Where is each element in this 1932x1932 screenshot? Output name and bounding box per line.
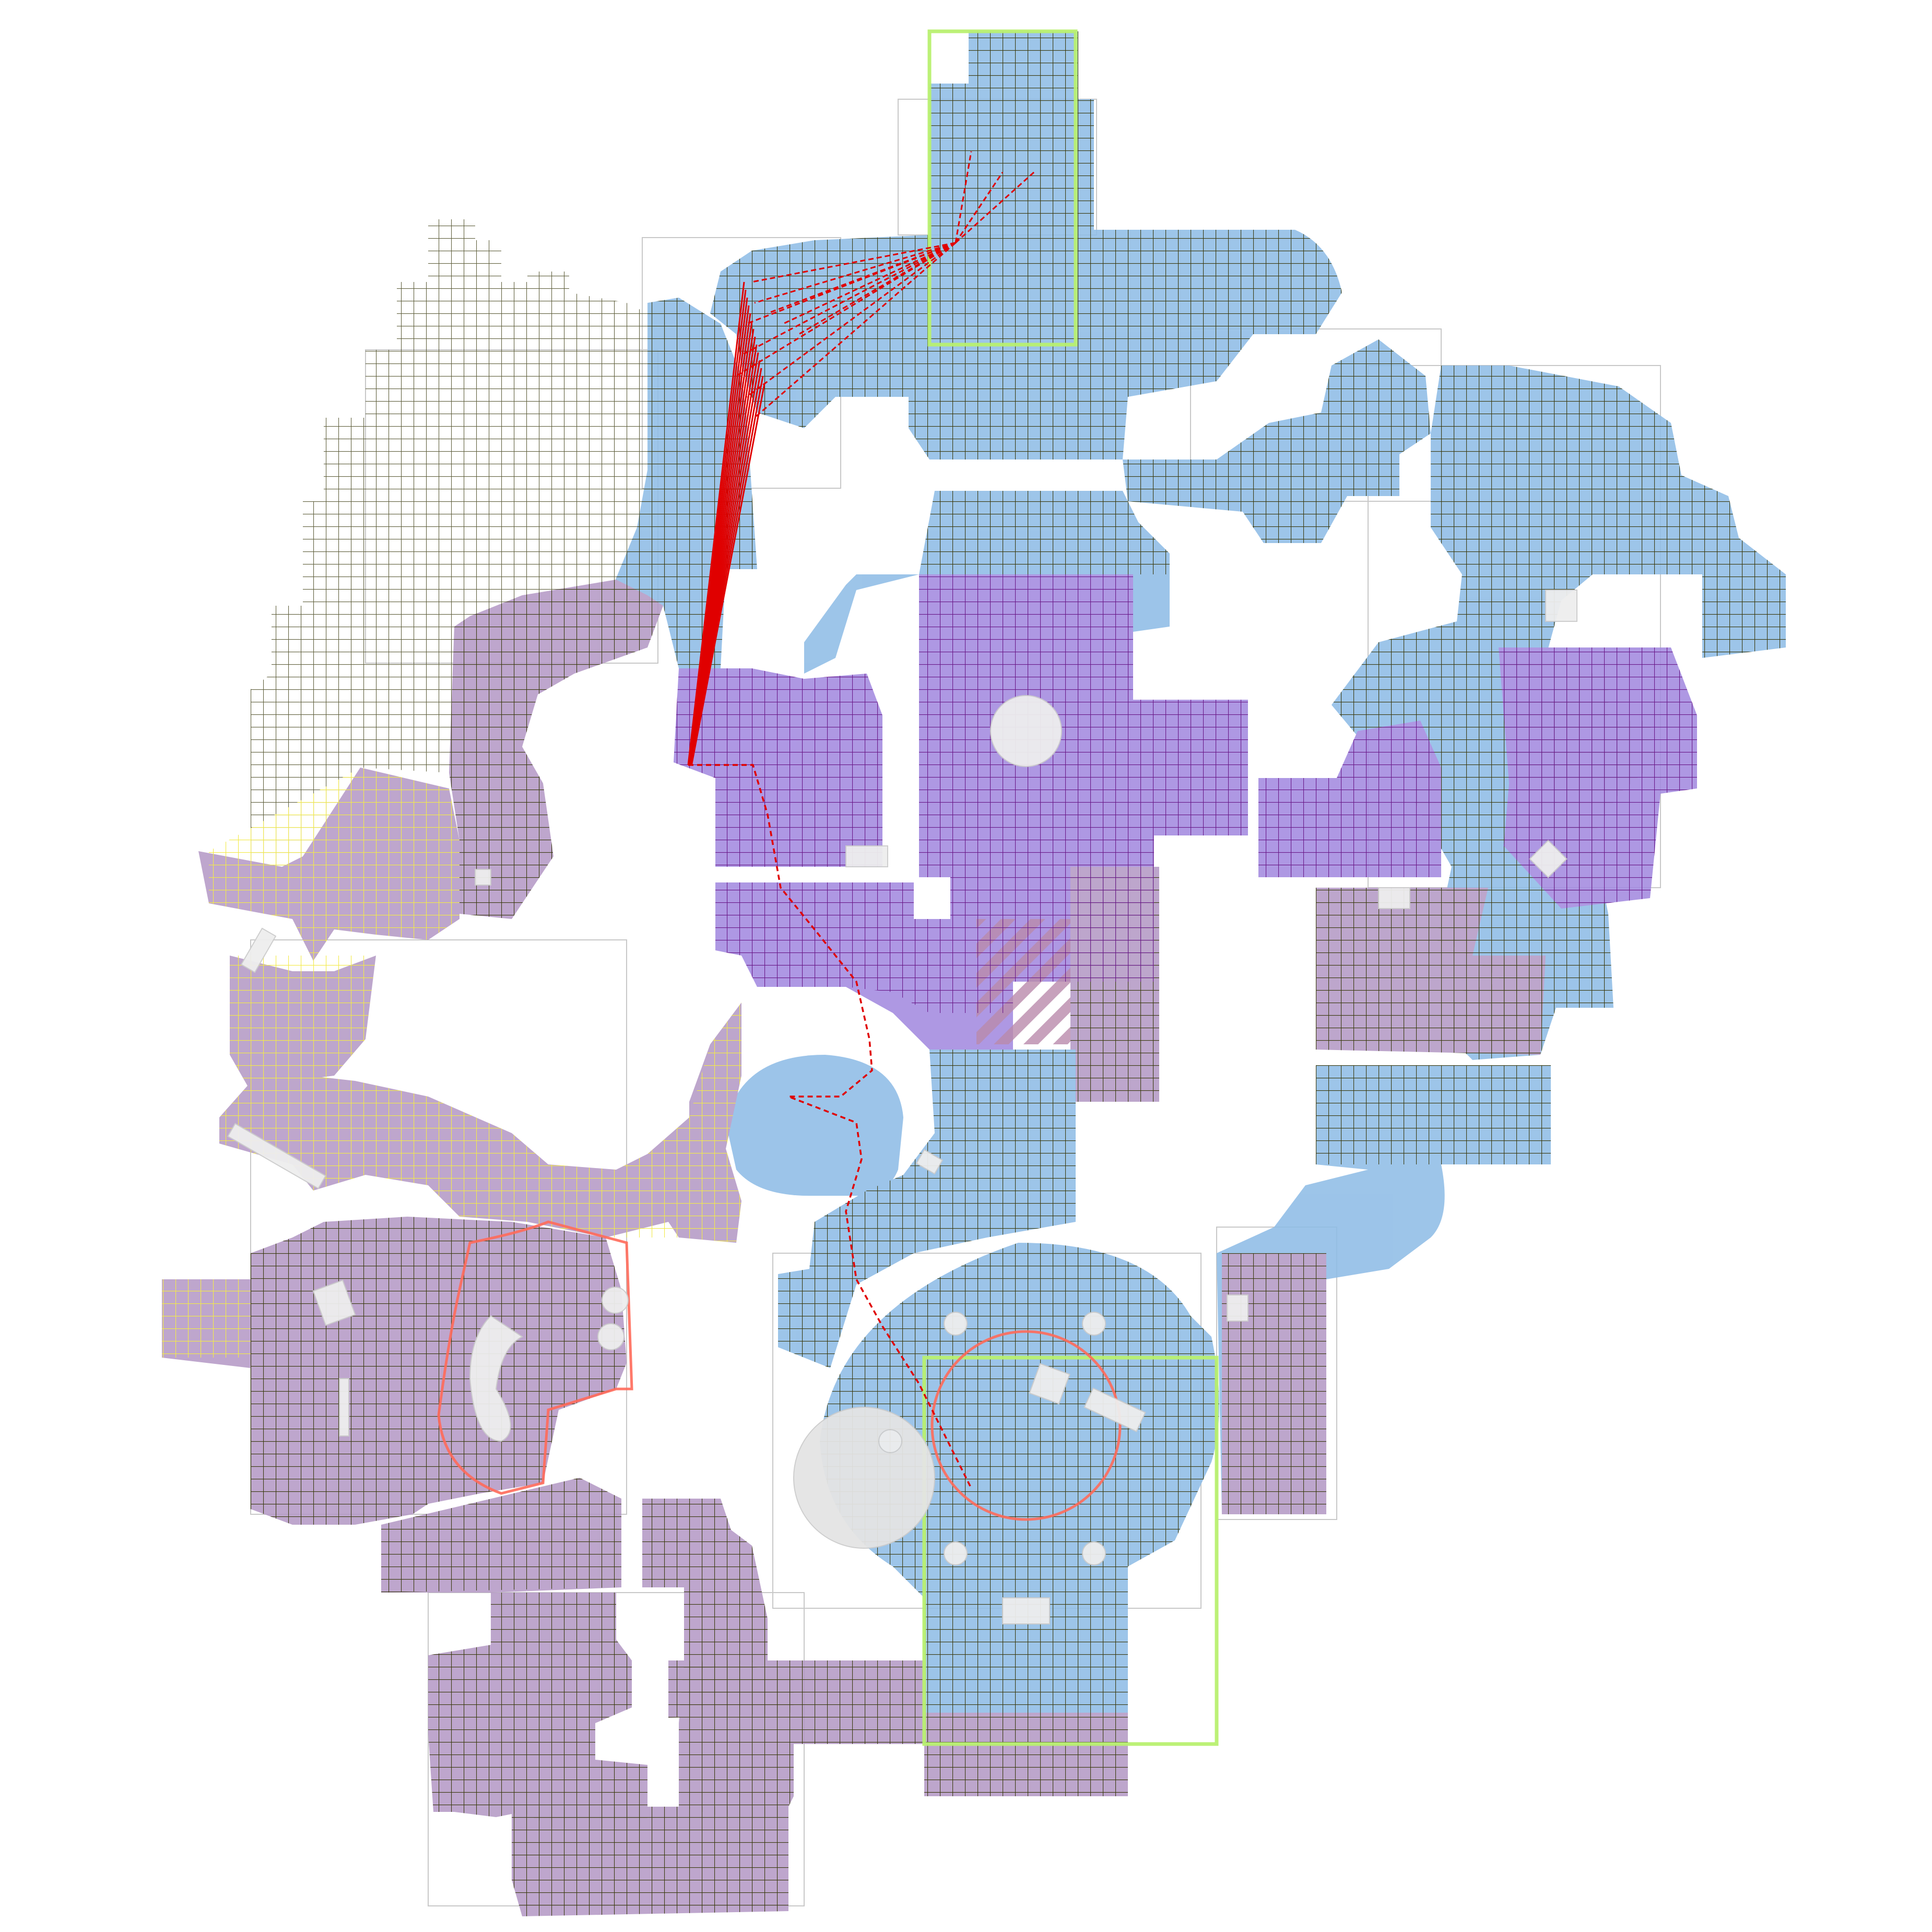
north-spawn-zone: [927, 29, 1078, 347]
path-fan-line: [955, 187, 993, 243]
pillar-icon: [990, 695, 1062, 767]
path-fan-line: [955, 151, 972, 243]
path-fan-line: [754, 242, 956, 419]
spawn-zones: [922, 29, 1219, 1746]
navmesh-grid: [162, 31, 1786, 1916]
path-fan-line: [741, 242, 956, 356]
crate-icon: [1002, 1597, 1050, 1624]
obstacles: [227, 590, 1577, 1624]
path-bundle-line: [691, 383, 765, 765]
path-traces: [687, 151, 1035, 1489]
path-trace-icon: [688, 764, 972, 1489]
curved-room: [726, 1055, 903, 1196]
bombsite-a-icon: [437, 1220, 633, 1495]
bombsite-b-icon: [930, 1330, 1122, 1521]
south-spawn-zone: [922, 1356, 1219, 1746]
path-fan-line: [754, 242, 956, 304]
path-bundle: [687, 281, 765, 765]
sphere-obstacle-icon: [793, 1407, 935, 1549]
path-fan-line: [783, 242, 956, 325]
bombsites: [437, 1220, 1122, 1521]
path-fan-line: [767, 242, 956, 314]
path-fan-line: [798, 242, 956, 335]
path-fan-line: [746, 242, 956, 398]
path-fan-line: [955, 171, 1035, 244]
path-fan-line: [751, 242, 956, 283]
path-fan: [736, 151, 1035, 419]
